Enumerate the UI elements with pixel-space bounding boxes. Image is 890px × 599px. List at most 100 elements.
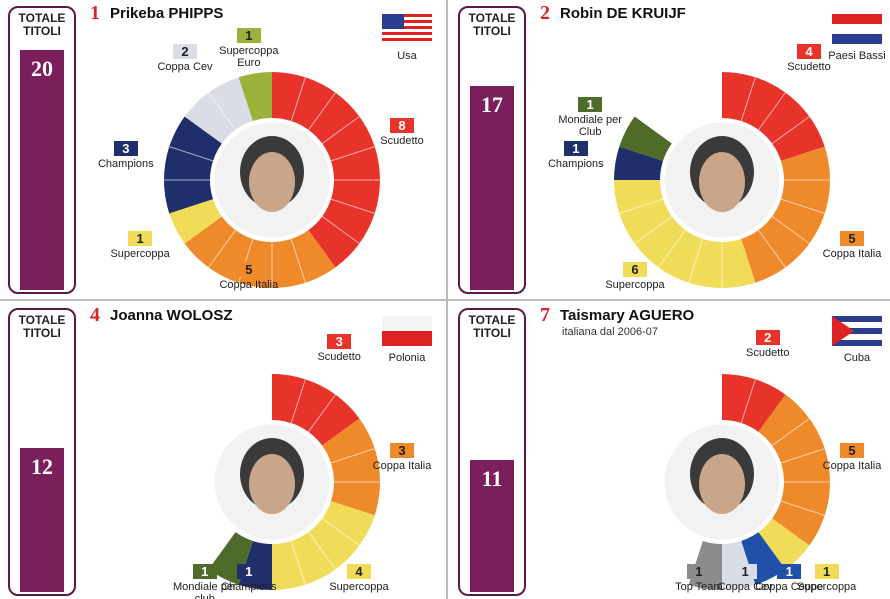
segment-category: Champions [221,581,277,593]
segment-category: Top Team [675,581,723,593]
donut-segment [722,374,786,432]
flag-canton [382,14,404,29]
country: Paesi Bassi [828,50,886,62]
unit-divider [688,238,704,283]
flag-stripe [382,32,432,35]
segment-label: 2 Scudetto [726,330,810,359]
donut-segment [619,116,672,161]
segment-label: 1 Coppa Cev [703,564,787,593]
flag [832,316,882,346]
segment-value: 1 [563,140,588,156]
segment-label: 3 Champions [84,140,168,170]
unit-divider [321,518,360,546]
segment-category: Coppa Italia [372,459,432,472]
flag-stripe [832,328,882,334]
photo-face [699,152,745,212]
donut-segment [758,518,810,570]
unit-divider [619,198,664,214]
segment-value: 6 [623,262,647,277]
segment-category: Champions [547,157,604,170]
segment-value: 3 [113,140,138,156]
unit-divider [780,500,825,516]
unit-divider [290,379,306,424]
unit-divider [771,216,810,244]
segment-label: 1 Supercoppa [785,564,869,593]
unit-divider [771,418,810,446]
unit-divider [321,116,360,144]
photo-face [249,152,295,212]
unit-divider [330,146,375,162]
segment-category: Coppa Italia [822,459,882,472]
unit-divider [308,92,336,131]
flag [832,14,882,44]
segment-value: 8 [390,118,414,134]
flag-stripe [382,331,432,346]
segment-label: 1 Mondiale per Club [548,96,632,138]
segment-value: 1 [236,28,261,43]
segment-value: 4 [346,564,371,579]
rank: 2 [540,2,550,24]
unit-divider [290,238,306,283]
subtitle: italiana dal 2006-07 [562,326,659,338]
flag [382,14,432,41]
total-bar: 20 [20,50,64,290]
segment-label: 1 Champions [207,564,291,593]
segment-category: Scudetto [317,351,361,364]
flag-stripe [382,316,432,331]
segment-value: 5 [840,231,864,247]
segment-label: 4 Scudetto [767,44,851,73]
unit-divider [208,92,236,131]
flag-stripe [832,14,882,24]
unit-divider [771,116,810,144]
segment-value: 1 [814,564,839,579]
flag-stripe [382,20,432,23]
unit-divider [330,448,375,464]
flag-stripe [832,340,882,346]
panel: TOTALE TITOLI 11 7 Taismary AGUERO italiana … [450,302,890,599]
country: Usa [397,50,417,62]
total-label: TOTALE TITOLI [18,11,66,38]
unit-divider [330,198,375,214]
total-box: TOTALE TITOLI 17 [458,6,526,294]
flag-stripe [832,316,882,322]
total-bar: 12 [20,448,64,592]
segment-value: 1 [686,564,711,579]
donut-segment [272,374,360,446]
athlete-name: Prikeba PHIPPS [110,5,224,22]
flag-stripe [832,34,882,44]
unit-divider [780,448,825,464]
segment-category: Coppa Italia [822,248,882,261]
segment-value: 1 [236,564,261,579]
donut-segment [722,72,825,161]
segment-label: 8 Scudetto [360,118,444,147]
segment-value: 1 [578,96,603,112]
segment-label: 3 Scudetto [297,334,381,363]
flag-stripe [832,322,882,328]
segment-value: 2 [755,330,780,345]
unit-divider [308,394,336,433]
segment-label: 5 Coppa Italia [207,262,291,291]
segment-label: 1 Mondiale per club [163,564,247,599]
segment-label: 5 Coppa Italia [810,231,890,260]
segment-label: 6 Supercoppa [593,262,677,291]
divider [0,299,890,301]
unit-divider [758,92,786,131]
donut-segment [184,77,253,144]
photo-face [699,454,745,514]
total-bar: 17 [470,86,514,290]
donut-chart [163,14,432,288]
segment-value: 3 [327,334,352,350]
unit-divider [758,229,786,268]
segment-label: 1 Supercoppa Euro [207,28,291,69]
unit-divider [308,531,336,570]
segment-value: 5 [840,442,864,458]
country: Cuba [843,352,871,364]
segment-value: 5 [236,262,261,277]
donut-segment [614,180,756,289]
donut-chart [614,14,882,289]
segment-label: 4 Supercoppa [317,564,401,593]
unit-divider [290,77,306,122]
photo-face [249,454,295,514]
unit-divider [169,146,214,162]
